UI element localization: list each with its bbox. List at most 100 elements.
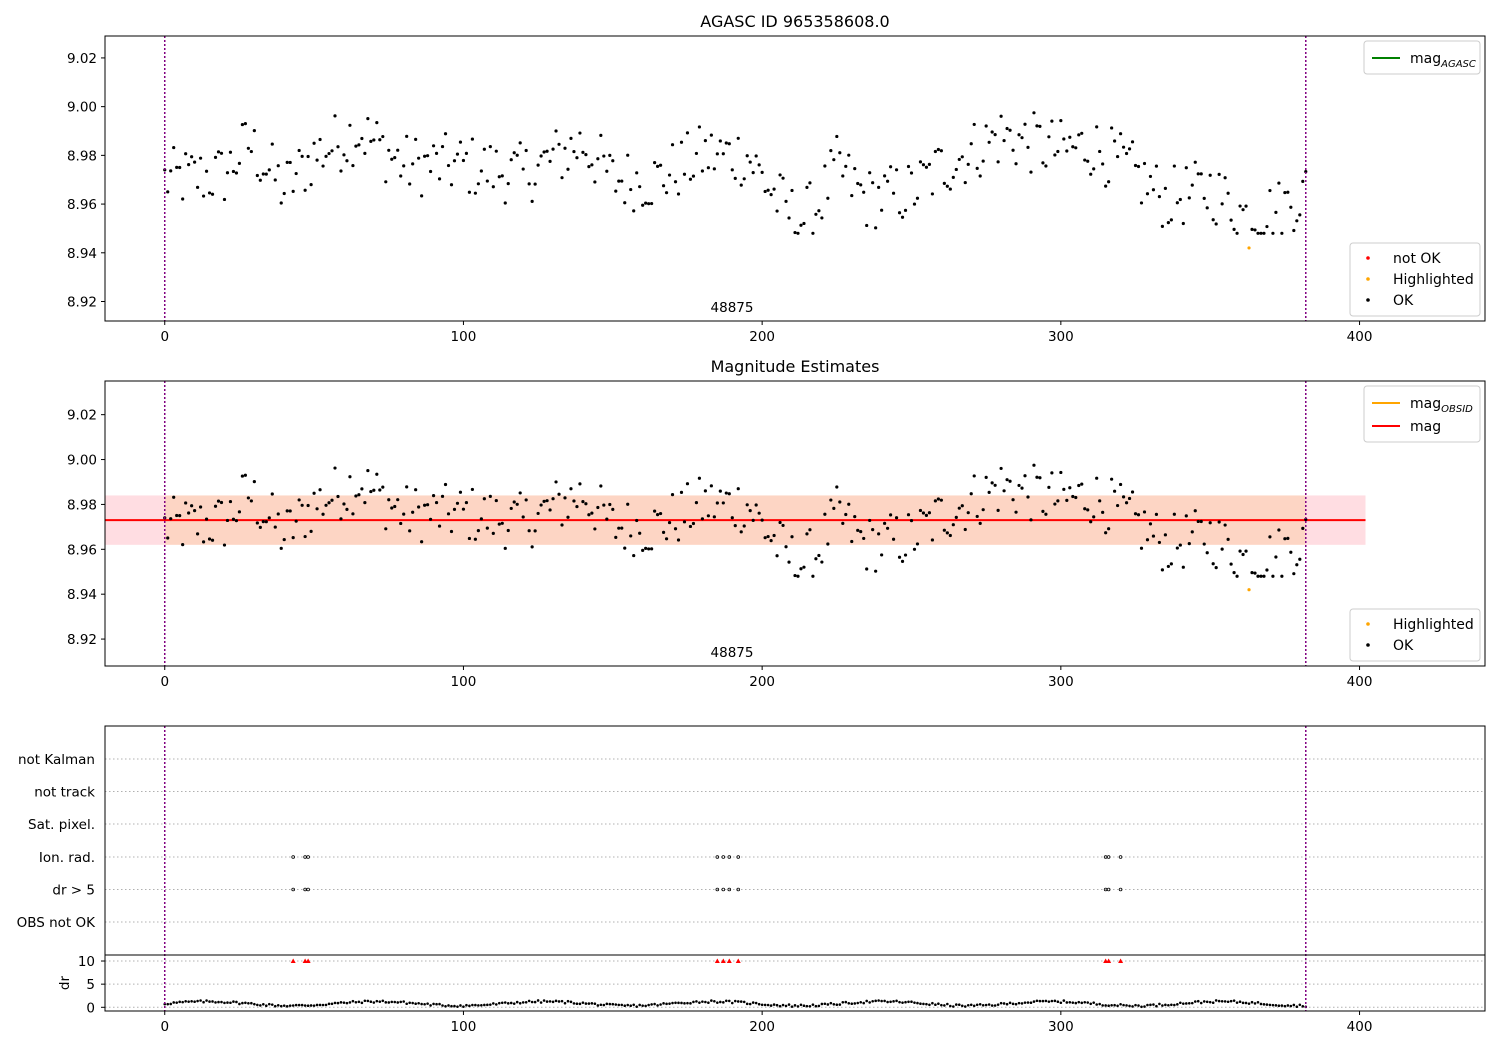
p1-point-ok: [620, 179, 624, 183]
p1-point-ok: [303, 188, 307, 192]
dr-point: [1187, 1002, 1191, 1005]
dr-point: [232, 1000, 235, 1003]
dr-point: [288, 1004, 292, 1007]
p1-point-ok: [877, 185, 881, 189]
p2-point-ok: [294, 519, 298, 523]
dr-point: [689, 1002, 692, 1005]
p2-point-ok: [1181, 565, 1185, 569]
dr-point: [1226, 1000, 1230, 1004]
p2-point-ok: [859, 530, 863, 534]
p2-point-ok: [1056, 499, 1060, 503]
p2-point-ok: [724, 491, 728, 495]
p1-point-ok: [190, 155, 194, 159]
p1-point-ok: [222, 197, 227, 202]
p1-legend-label: OK: [1393, 293, 1414, 309]
p1-point-ok: [264, 172, 268, 176]
p2-point-ok: [542, 499, 546, 503]
p2-point-ok: [512, 500, 516, 504]
dr-point: [285, 1005, 289, 1008]
p2-point-ok: [712, 515, 716, 519]
dr-point: [557, 1000, 561, 1003]
p1-point-ok: [1226, 191, 1230, 195]
dr-point: [793, 1004, 797, 1007]
p1-point-ok: [443, 132, 448, 136]
dr-point: [1107, 1004, 1110, 1008]
dr-point: [1080, 1001, 1084, 1005]
p1-point-ok: [709, 133, 713, 137]
dr-point: [506, 1002, 510, 1005]
p1-point-ok: [1295, 219, 1299, 223]
p1-ytick-label: 8.94: [67, 246, 97, 262]
dr-point: [635, 1005, 638, 1008]
p1-point-ok: [515, 153, 519, 157]
p2-point-ok: [533, 529, 537, 533]
dr-point: [931, 1001, 934, 1005]
p1-point-ok: [862, 190, 866, 194]
p2-point-ok: [425, 503, 430, 507]
p1-point-ok: [694, 151, 699, 156]
p2-point-ok: [1256, 574, 1260, 578]
p1-point-ok: [903, 208, 908, 212]
dr-point: [966, 1003, 970, 1007]
p2-point-ok: [291, 536, 295, 540]
dr-point: [536, 999, 540, 1002]
p1-point-ok: [533, 182, 537, 186]
p1-point-ok: [1271, 231, 1275, 235]
p2-point-ok: [993, 483, 997, 487]
p1-point-ok: [1062, 137, 1066, 141]
p2-point-ok: [354, 494, 358, 498]
p2-point-ok: [390, 506, 394, 510]
p1-point-ok: [1214, 222, 1218, 226]
dr-point: [369, 1000, 373, 1004]
p1-point-ok: [1277, 181, 1281, 185]
p1-point-ok: [769, 193, 773, 197]
p1-point-ok: [1280, 231, 1284, 235]
p1-point-ok: [900, 215, 905, 219]
dr-point: [539, 1001, 543, 1004]
p2-point-ok: [369, 489, 373, 494]
p1-point-ok: [1163, 186, 1167, 190]
p1-point-ok: [1050, 119, 1054, 123]
p1-point-ok: [951, 175, 955, 179]
dr-point: [596, 1004, 600, 1007]
p2-point-ok: [667, 520, 672, 525]
dr-point: [318, 1003, 322, 1007]
p1-point-ok: [425, 154, 430, 158]
p1-point-ok: [1098, 149, 1102, 154]
p1-point-ok: [315, 158, 319, 162]
p2-point-ok: [506, 528, 510, 533]
p2-point-ok: [210, 538, 215, 542]
p1-point-ok: [667, 173, 672, 177]
p1-point-ok: [467, 190, 472, 194]
p2-point-ok: [1020, 486, 1024, 490]
p2-point-ok: [1202, 542, 1206, 546]
p2-point-ok: [670, 492, 675, 497]
dr-point: [1208, 1000, 1212, 1004]
p2-point-ok: [742, 524, 746, 528]
flag-point: [715, 887, 720, 892]
dr-point: [339, 1001, 343, 1004]
p2-point-ok: [939, 498, 943, 502]
dr-point: [1244, 1001, 1248, 1005]
dr-point: [772, 1003, 776, 1006]
p1-point-ok: [1080, 131, 1084, 135]
p2-point-ok: [999, 466, 1003, 471]
p2-point-ok: [1133, 512, 1138, 516]
p2-point-ok: [1238, 549, 1242, 553]
p1-point-ok: [497, 175, 501, 179]
p1-point-ok: [1002, 138, 1006, 143]
p1-point-ok: [333, 114, 337, 118]
dr-point: [184, 1000, 187, 1003]
p2-point-ok: [560, 523, 564, 527]
dr-point: [1143, 1005, 1146, 1008]
dr-point: [1214, 999, 1218, 1002]
p2-point-ok: [960, 504, 964, 508]
dr-point: [656, 1004, 659, 1007]
p2-point-ok: [249, 499, 253, 503]
dr-point: [695, 1000, 698, 1003]
p2-point-ok: [255, 521, 259, 525]
p1-point-ok: [1244, 204, 1248, 208]
dr-point: [172, 1001, 176, 1004]
flag-point: [721, 855, 726, 859]
dr-point: [193, 1000, 196, 1004]
